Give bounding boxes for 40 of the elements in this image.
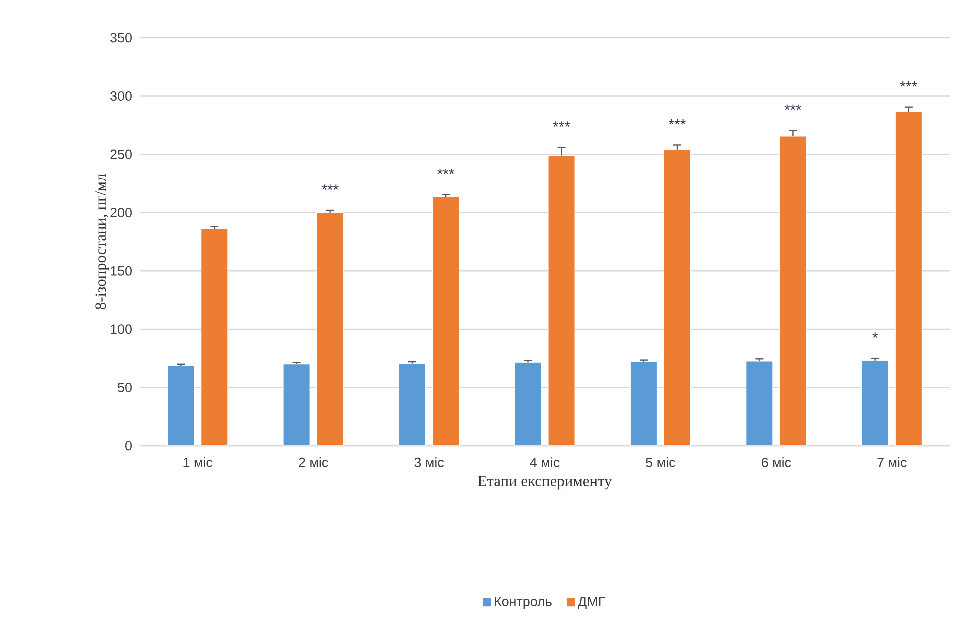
y-tick-label: 250 <box>110 150 132 160</box>
bar <box>895 112 923 446</box>
y-tick-label: 200 <box>110 208 132 218</box>
bar <box>514 362 542 446</box>
bar <box>862 360 889 446</box>
legend-label: Контроль <box>495 597 552 610</box>
annotation: *** <box>553 122 570 128</box>
bar <box>664 150 692 446</box>
annotation: * <box>872 332 878 338</box>
y-tick-label: 350 <box>110 33 132 43</box>
legend-label: ДМГ <box>578 597 606 609</box>
y-tick-label: 300 <box>110 92 132 102</box>
y-tick-label: 0 <box>126 441 132 451</box>
x-axis-title: Етапи експерименту <box>478 476 612 490</box>
bar <box>548 155 576 446</box>
y-tick-label: 150 <box>111 266 132 276</box>
x-tick-label: 5 міс <box>646 458 676 468</box>
annotation: *** <box>669 119 686 125</box>
x-tick-label: 2 міс <box>299 458 328 468</box>
bar <box>746 361 774 446</box>
bar <box>432 196 460 446</box>
x-tick-label: 7 міс <box>878 458 907 468</box>
bar <box>398 364 426 446</box>
bar <box>316 212 344 446</box>
y-tick-label: 100 <box>111 324 132 334</box>
bar <box>167 366 195 446</box>
annotation: *** <box>900 82 918 87</box>
annotation: *** <box>322 184 339 190</box>
y-tick-label: 50 <box>118 382 132 392</box>
annotation: *** <box>438 168 455 174</box>
bar <box>630 362 658 446</box>
y-axis-title: 8-ізопростани, пг/мл <box>96 174 110 310</box>
x-tick-label: 3 міс <box>414 458 444 468</box>
bar <box>201 228 228 446</box>
bar <box>780 136 807 446</box>
x-tick-label: 4 міс <box>530 458 560 468</box>
x-tick-label: 1 міс <box>184 458 213 468</box>
x-tick-label: 6 міс <box>762 458 792 468</box>
bar <box>283 364 310 446</box>
annotation: *** <box>784 104 802 110</box>
